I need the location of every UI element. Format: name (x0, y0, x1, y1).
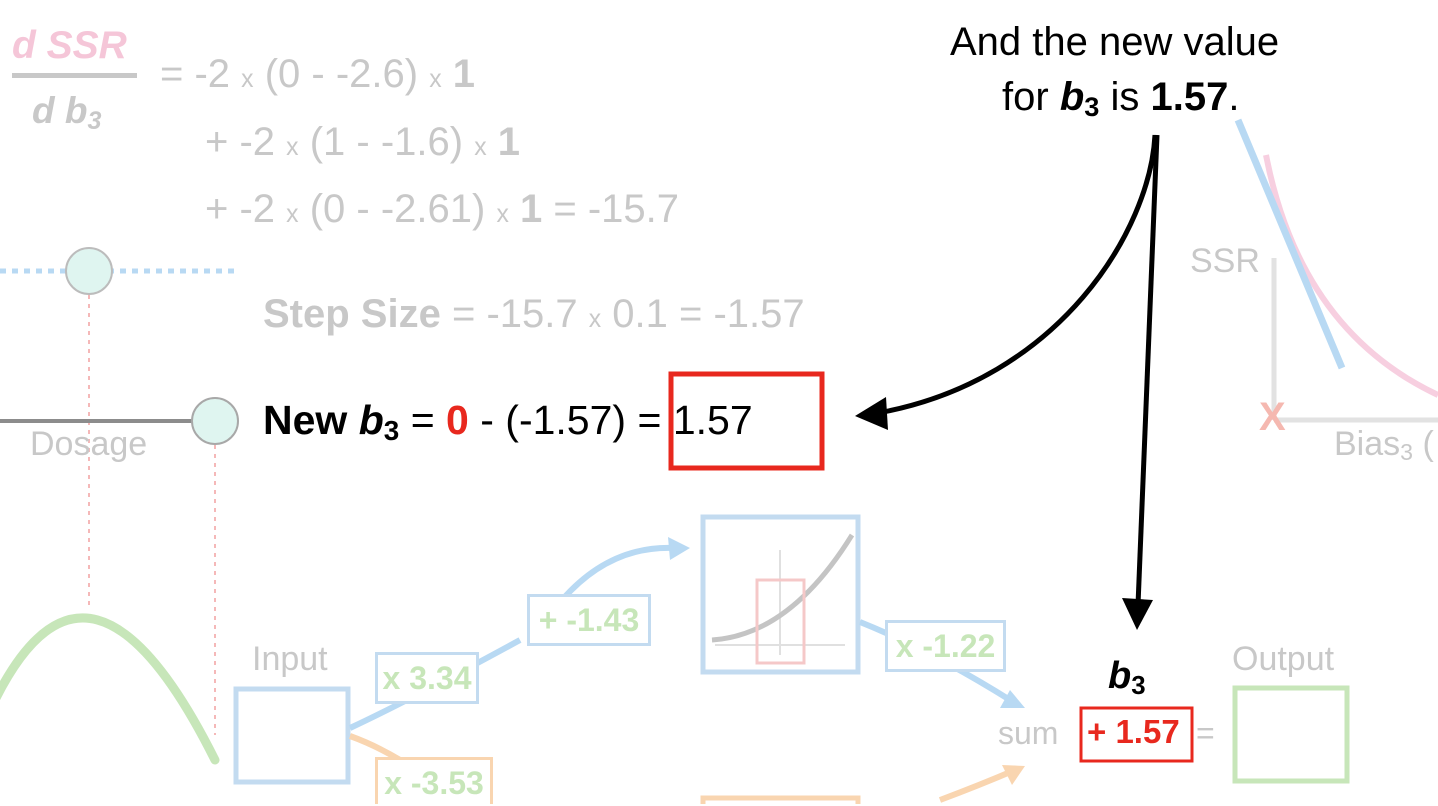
new-b3-minus-step: - (-1.57) (480, 397, 627, 443)
line1-one: 1 (452, 52, 475, 96)
output-node-box (1232, 685, 1350, 784)
bias-top-label: + -1.43 (527, 594, 651, 646)
derivative-numerator: d SSR (12, 24, 127, 67)
new-b3-sub: 3 (383, 415, 400, 447)
new-b3-eq: = (410, 397, 435, 443)
sum-label: sum (998, 715, 1059, 751)
ssr-blue-tangent (1234, 118, 1346, 370)
bias3-suffix: ( (1422, 425, 1434, 463)
arrowhead (668, 537, 690, 560)
b3-bias-box (1079, 706, 1194, 763)
line3-times-1: x (286, 201, 299, 228)
line1-paren: (0 - -2.6) (264, 52, 419, 96)
line2-paren: (1 - -1.6) (309, 120, 464, 164)
ssr-x-marker: X (1259, 395, 1286, 439)
dosage-label: Dosage (30, 425, 148, 463)
callout-is: is (1110, 75, 1140, 119)
bias3-axis-label: Bias3 ( (1334, 425, 1434, 466)
callout-arrow-to-equation (877, 134, 1158, 416)
line3-paren: (0 - -2.61) (309, 187, 486, 231)
callout-value: 1.57 (1150, 75, 1229, 119)
input-label: Input (252, 640, 328, 678)
callout-sub: 3 (1084, 90, 1100, 122)
derivative-line-1: = -2 x (0 - -2.6) x 1 (160, 52, 475, 97)
line3-one: 1 (519, 187, 543, 231)
callout-line-1: And the new value (950, 20, 1280, 64)
line3-lead: + -2 (205, 187, 276, 231)
sum-equals: = (1196, 715, 1215, 751)
step-size-lhs: = -15.7 (451, 292, 578, 336)
callout-for: for (1002, 75, 1049, 119)
line3-times-2: x (496, 201, 509, 228)
line1-times-2: x (429, 66, 442, 93)
arrowhead-sum (1000, 690, 1025, 708)
activation-function-box (700, 514, 861, 675)
b3-var: b (1108, 655, 1132, 697)
weight-top-text: x 3.34 (382, 660, 472, 696)
line2-times-1: x (286, 134, 299, 161)
bias-to-activation-arrow (559, 544, 676, 602)
step-size-rhs: 0.1 = -1.57 (612, 292, 805, 336)
result-highlight-box (668, 371, 825, 471)
callout-var: b (1059, 75, 1085, 119)
ssr-pink-curve (1263, 154, 1438, 398)
new-b3-var: b (358, 397, 384, 443)
b3-sub: 3 (1131, 671, 1146, 700)
activation-highlight (755, 578, 806, 665)
new-b3-equation: New b3 = 0 - (-1.57) = 1.57 (263, 397, 753, 447)
step-size-label: Step Size (263, 292, 441, 336)
data-point-node-top (65, 247, 113, 295)
derivative-denominator: d b3 (32, 90, 102, 135)
line2-lead: + -2 (205, 120, 276, 164)
line2-one: 1 (497, 120, 520, 164)
weight-bottom-label: x -3.53 (375, 757, 493, 804)
denominator-d: d (32, 90, 55, 131)
derivative-line-2: + -2 x (1 - -1.6) x 1 (205, 120, 520, 165)
line1-times-1: x (241, 66, 254, 93)
orange-to-sum-arrow (938, 767, 1017, 803)
new-b3-label: New (263, 397, 348, 443)
line1-eq: = -2 (160, 52, 231, 96)
new-b3-result: = 1.57 (637, 397, 753, 443)
activation-curve (711, 533, 855, 643)
callout-line-2: for b3 is 1.57. (1002, 75, 1240, 122)
old-b3-value: 0 (446, 397, 469, 443)
line3-result: = -15.7 (553, 187, 679, 231)
callout-arrowhead-down (1122, 598, 1153, 630)
denominator-sub: 3 (87, 106, 102, 135)
arrowhead-orange (1002, 765, 1025, 785)
derivative-line-3: + -2 x (0 - -2.61) x 1 = -15.7 (205, 187, 679, 232)
weight-top-label: x 3.34 (375, 652, 479, 704)
ssr-axis-label: SSR (1190, 242, 1260, 280)
denominator-var: b (64, 90, 88, 131)
callout-arrow-to-b3 (1135, 134, 1160, 606)
output-label: Output (1232, 640, 1335, 678)
step-size-times: x (588, 306, 602, 333)
b3-label: b3 (1108, 655, 1146, 700)
bias-top-text: + -1.43 (538, 602, 640, 638)
fraction-bar (12, 73, 137, 78)
step-size-equation: Step Size = -15.7 x 0.1 = -1.57 (263, 292, 805, 337)
b3-box-value: + 1.57 (1087, 713, 1180, 750)
bias3-sub: 3 (1400, 439, 1413, 466)
data-point-node-right (191, 397, 239, 445)
input-node-box (233, 686, 351, 785)
weight-bottom-text: x -3.53 (384, 765, 484, 801)
callout-arrowhead-left (855, 397, 888, 430)
bias3-prefix: Bias (1334, 425, 1401, 463)
green-output-curve (0, 613, 220, 765)
weight-out-top-text: x -1.22 (895, 628, 996, 664)
line2-times-2: x (474, 134, 487, 161)
weight-out-top-label: x -1.22 (885, 620, 1006, 672)
orange-activation-box-edge (700, 795, 861, 804)
callout-period: . (1228, 75, 1240, 119)
